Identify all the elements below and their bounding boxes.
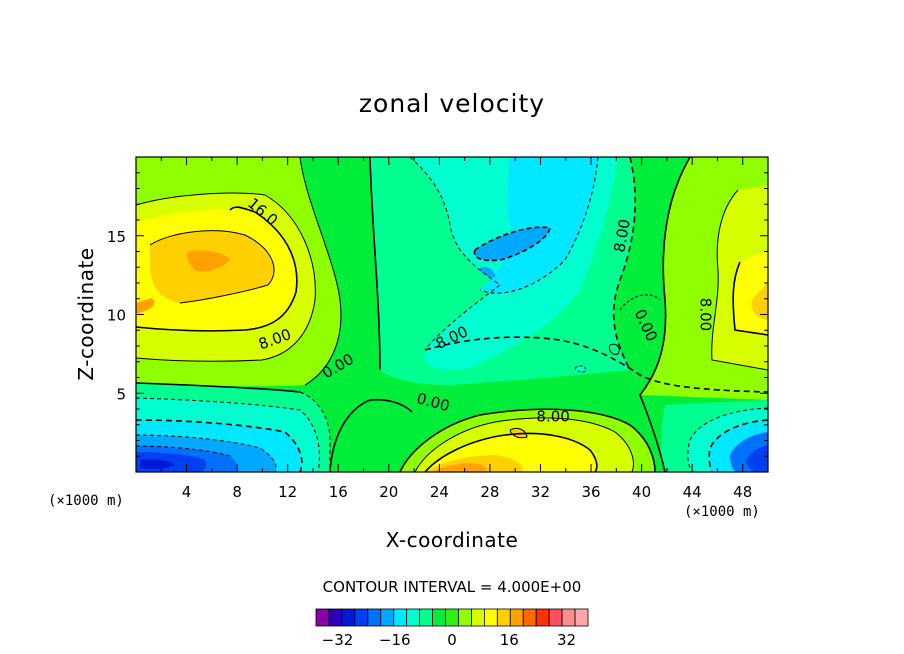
x-tick-label: 16 [329,483,348,501]
colorbar-swatch [496,608,511,627]
colorbar-label: −32 [322,631,354,649]
colorbar-label: 0 [447,631,457,649]
colorbar-swatch [574,608,589,627]
x-tick-label: 36 [581,483,600,501]
colorbar-swatch [432,608,446,627]
x-tick-label: 8 [232,483,242,501]
x-tick-label: 44 [683,483,702,501]
x-tick-label: 24 [430,483,449,501]
x-tick-label: 28 [480,483,499,501]
contour-interval-label: CONTOUR INTERVAL = 4.000E+00 [323,578,582,596]
colorbar-swatch [328,608,343,627]
colorbar-label: −16 [379,631,411,649]
chart-title: zonal velocity [359,89,545,118]
colorbar-swatch [548,608,563,627]
colorbar [315,608,589,627]
y-axis-label: Z-coordinate [74,247,98,380]
contour-label: 8.00 [610,218,634,254]
colorbar-swatch [380,608,395,627]
colorbar-swatch [406,608,421,627]
y-tick-label: 5 [116,385,126,403]
colorbar-swatch [458,608,472,627]
colorbar-swatch [561,608,576,627]
colorbar-swatch [315,608,330,627]
y-tick-label: 10 [107,307,126,325]
x-tick-label: 20 [379,483,398,501]
x-axis-ticks: 4 8 12 16 20 24 28 32 36 40 44 48 [160,157,752,501]
colorbar-swatch [354,608,369,627]
contour-label: 8.00 [536,407,569,425]
colorbar-labels: −32 −16 0 16 32 [322,631,576,649]
colorbar-swatch [522,608,537,627]
x-tick-label: 40 [632,483,651,501]
colorbar-swatch [393,608,408,627]
colorbar-swatch [341,608,356,627]
colorbar-swatch [419,608,433,627]
colorbar-label: 32 [557,631,576,649]
colorbar-swatch [535,608,550,627]
x-tick-label: 32 [531,483,550,501]
x-unit-label-left: (×1000 m) [48,493,124,509]
colorbar-swatch [483,608,498,627]
colorbar-swatch [471,608,485,627]
contour-label: 8.00 [696,298,714,331]
x-axis-label: X-coordinate [386,528,519,552]
x-tick-label: 48 [733,483,752,501]
x-tick-label: 12 [278,483,297,501]
x-tick-label: 4 [182,483,192,501]
y-tick-label: 15 [107,228,126,246]
colorbar-swatch [445,608,459,627]
colorbar-label: 16 [500,631,519,649]
y-axis-ticks: 5 10 15 [107,172,768,457]
colorbar-swatch [509,608,524,627]
colorbar-swatch [367,608,382,627]
contour-field: 16.08.000.008.000.008.008.000.00 8.00 [136,157,768,472]
x-unit-label-right: (×1000 m) [684,504,760,520]
